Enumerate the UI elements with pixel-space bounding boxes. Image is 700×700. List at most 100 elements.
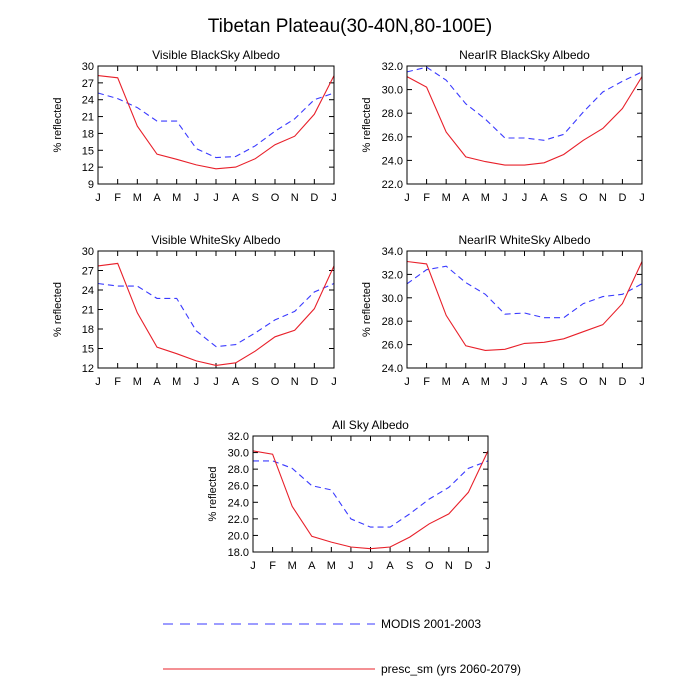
nearir-whitesky-albedo-ytick-label: 26.0	[382, 340, 403, 352]
visible-whitesky-albedo-ytick-label: 27	[82, 266, 94, 278]
nearir-whitesky-albedo-xtick-label: F	[423, 376, 430, 388]
nearir-blacksky-albedo-xtick-label: A	[540, 192, 548, 204]
all-sky-albedo-xtick-label: F	[269, 560, 276, 572]
all-sky-albedo-xtick-label: J	[368, 560, 374, 572]
legend-modis-label: MODIS 2001-2003	[381, 617, 481, 631]
nearir-whitesky-albedo-ytick-label: 30.0	[382, 293, 403, 305]
nearir-blacksky-albedo-plot-frame	[406, 65, 643, 185]
nearir-blacksky-albedo-xtick-label: S	[560, 192, 567, 204]
visible-blacksky-albedo-ytick-label: 21	[82, 112, 94, 124]
nearir-blacksky-albedo-xtick-label: N	[599, 192, 607, 204]
nearir-whitesky-albedo-ytick-label: 28.0	[382, 316, 403, 328]
nearir-whitesky-albedo-xtick-label: N	[599, 376, 607, 388]
nearir-blacksky-albedo-xtick-label: J	[404, 192, 410, 204]
nearir-blacksky-albedo-xtick-label: F	[423, 192, 430, 204]
visible-blacksky-albedo-title: Visible BlackSky Albedo	[152, 48, 280, 62]
all-sky-albedo-xtick-label: J	[250, 560, 256, 572]
visible-blacksky-albedo-xtick-label: O	[271, 192, 280, 204]
nearir-whitesky-albedo-ytick-label: 24.0	[382, 363, 403, 375]
legend: MODIS 2001-2003 presc_sm (yrs 2060-2079)	[163, 617, 521, 676]
nearir-blacksky-albedo-y-axis-label: % reflected	[361, 97, 373, 152]
nearir-blacksky-albedo-xtick-label: J	[502, 192, 508, 204]
visible-blacksky-albedo-ytick-label: 27	[82, 78, 94, 90]
nearir-blacksky-albedo-series-modis-line	[406, 66, 643, 141]
visible-whitesky-albedo-series-presc-sm-line	[97, 262, 335, 366]
all-sky-albedo-xtick-label: O	[425, 560, 434, 572]
nearir-blacksky-albedo-title: NearIR BlackSky Albedo	[459, 48, 590, 62]
visible-blacksky-albedo-ytick-label: 24	[82, 95, 94, 107]
visible-whitesky-albedo-plot-frame	[97, 250, 335, 369]
visible-blacksky-albedo-ytick-label: 15	[82, 145, 94, 157]
figure-title: Tibetan Plateau(30-40N,80-100E)	[208, 16, 492, 37]
nearir-blacksky-albedo-xtick-label: M	[442, 192, 451, 204]
nearir-blacksky-albedo-series-presc-sm-line	[406, 76, 643, 166]
visible-blacksky-albedo-xtick-label: M	[172, 192, 181, 204]
nearir-whitesky-albedo-xtick-label: M	[442, 376, 451, 388]
all-sky-albedo-xtick-label: M	[288, 560, 297, 572]
visible-blacksky-albedo-xtick-label: J	[95, 192, 101, 204]
visible-whitesky-albedo-y-axis-label: % reflected	[52, 282, 64, 337]
nearir-whitesky-albedo-xtick-label: J	[502, 376, 508, 388]
visible-blacksky-albedo-plot-frame	[97, 65, 335, 185]
nearir-whitesky-albedo-ytick-label: 32.0	[382, 269, 403, 281]
visible-whitesky-albedo-xtick-label: O	[271, 376, 280, 388]
all-sky-albedo-ytick-label: 26.0	[228, 481, 249, 493]
visible-blacksky-albedo-ytick-label: 18	[82, 128, 94, 140]
nearir-whitesky-albedo-xtick-label: A	[540, 376, 548, 388]
all-sky-albedo-xtick-label: S	[406, 560, 413, 572]
visible-blacksky-albedo-xtick-label: F	[114, 192, 121, 204]
all-sky-albedo-ytick-label: 30.0	[228, 448, 249, 460]
visible-blacksky-albedo-xtick-label: S	[252, 192, 259, 204]
visible-whitesky-albedo-title: Visible WhiteSky Albedo	[151, 233, 281, 247]
all-sky-albedo-ytick-label: 28.0	[228, 464, 249, 476]
nearir-whitesky-albedo-title: NearIR WhiteSky Albedo	[458, 233, 590, 247]
nearir-blacksky-albedo-ytick-label: 32.0	[382, 61, 403, 73]
all-sky-albedo-ytick-label: 18.0	[228, 547, 249, 559]
nearir-whitesky-albedo-xtick-label: O	[579, 376, 588, 388]
visible-whitesky-albedo-ytick-label: 12	[82, 363, 94, 375]
nearir-whitesky-albedo-series-presc-sm-line	[406, 260, 643, 351]
nearir-whitesky-albedo-xtick-label: J	[522, 376, 528, 388]
nearir-blacksky-albedo-xtick-label: A	[462, 192, 470, 204]
visible-whitesky-albedo-xtick-label: J	[213, 376, 219, 388]
visible-whitesky-albedo-ytick-label: 18	[82, 324, 94, 336]
visible-blacksky-albedo-xtick-label: M	[133, 192, 142, 204]
visible-blacksky-albedo-ytick-label: 12	[82, 162, 94, 174]
visible-whitesky-albedo-xtick-label: F	[114, 376, 121, 388]
nearir-whitesky-albedo-xtick-label: A	[462, 376, 470, 388]
nearir-whitesky-albedo-series-modis-line	[406, 265, 643, 319]
visible-whitesky-albedo-xtick-label: M	[133, 376, 142, 388]
nearir-whitesky-albedo-xtick-label: S	[560, 376, 567, 388]
visible-blacksky-albedo-xtick-label: J	[213, 192, 219, 204]
nearir-blacksky-albedo-ytick-label: 24.0	[382, 155, 403, 167]
nearir-blacksky-panel: NearIR BlackSky Albedo % reflected 22.0 24.…	[361, 48, 645, 204]
visible-blacksky-panel: Visible BlackSky Albedo % reflected 9 12 15 1…	[52, 48, 337, 204]
all-sky-albedo-xtick-label: N	[445, 560, 453, 572]
visible-blacksky-albedo-xtick-label: J	[331, 192, 337, 204]
visible-whitesky-albedo-xtick-label: M	[172, 376, 181, 388]
nearir-whitesky-albedo-xtick-label: D	[618, 376, 626, 388]
visible-whitesky-albedo-xtick-label: J	[194, 376, 200, 388]
all-sky-albedo-xtick-label: J	[348, 560, 354, 572]
all-sky-albedo-title: All Sky Albedo	[332, 418, 409, 432]
nearir-blacksky-albedo-ytick-label: 28.0	[382, 108, 403, 120]
all-sky-albedo-series-modis-line	[253, 460, 489, 528]
visible-blacksky-albedo-series-presc-sm-line	[97, 75, 335, 170]
visible-whitesky-albedo-ytick-label: 24	[82, 285, 94, 297]
visible-whitesky-albedo-xtick-label: A	[153, 376, 161, 388]
allsky-panel: All Sky Albedo % reflected 18.0 20.0 22.0 24.…	[207, 418, 491, 572]
all-sky-albedo-xtick-label: D	[464, 560, 472, 572]
visible-whitesky-albedo-xtick-label: N	[291, 376, 299, 388]
visible-whitesky-albedo-xtick-label: A	[232, 376, 240, 388]
visible-blacksky-albedo-xtick-label: A	[153, 192, 161, 204]
visible-blacksky-albedo-ytick-label: 9	[88, 179, 94, 191]
nearir-whitesky-albedo-xtick-label: J	[639, 376, 645, 388]
legend-presc-label: presc_sm (yrs 2060-2079)	[381, 662, 521, 676]
all-sky-albedo-ytick-label: 24.0	[228, 497, 249, 509]
all-sky-albedo-xtick-label: A	[308, 560, 316, 572]
all-sky-albedo-y-axis-label: % reflected	[207, 466, 219, 521]
nearir-blacksky-albedo-xtick-label: D	[618, 192, 626, 204]
nearir-blacksky-albedo-xtick-label: M	[481, 192, 490, 204]
nearir-blacksky-albedo-ytick-label: 30.0	[382, 85, 403, 97]
visible-whitesky-albedo-xtick-label: D	[310, 376, 318, 388]
